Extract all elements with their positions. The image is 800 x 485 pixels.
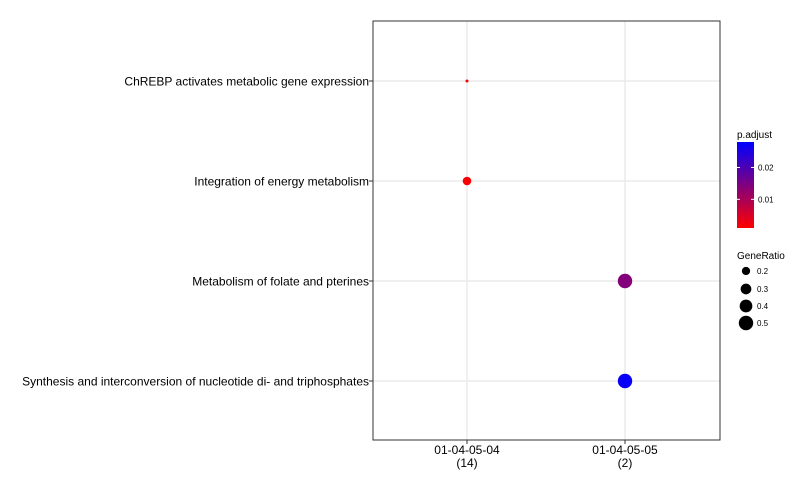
x-axis: 01-04-05-04(14) 01-04-05-05(2) xyxy=(434,440,658,470)
size-legend-key xyxy=(740,283,752,295)
y-tick-label: Synthesis and interconversion of nucleot… xyxy=(22,375,369,389)
size-legend-title: GeneRatio xyxy=(737,251,785,262)
size-legend-label: 0.3 xyxy=(757,285,769,294)
color-legend-bar xyxy=(737,142,754,228)
panel-border xyxy=(372,20,721,441)
y-axis: ChREBP activates metabolic gene expressi… xyxy=(22,75,373,389)
size-legend-label: 0.2 xyxy=(757,267,769,276)
size-legend-key xyxy=(741,266,751,276)
y-tick-label: Integration of energy metabolism xyxy=(194,175,369,189)
x-tick-count: (2) xyxy=(618,456,633,470)
color-legend-label: 0.01 xyxy=(758,195,774,204)
size-legend: GeneRatio 0.2 0.3 0.4 0.5 xyxy=(737,251,785,331)
data-points xyxy=(462,79,633,389)
gridlines xyxy=(373,21,720,440)
x-tick-count: (14) xyxy=(456,456,477,470)
color-legend: p.adjust 0.01 0.02 xyxy=(737,130,774,228)
size-legend-key xyxy=(739,299,753,313)
x-tick-label: 01-04-05-05 xyxy=(592,443,658,457)
data-point xyxy=(617,373,633,389)
color-legend-label: 0.02 xyxy=(758,163,774,172)
size-legend-label: 0.5 xyxy=(757,319,769,328)
x-tick-label: 01-04-05-04 xyxy=(434,443,500,457)
data-point xyxy=(617,273,633,289)
size-legend-key xyxy=(738,315,754,331)
color-legend-title: p.adjust xyxy=(737,130,772,141)
y-tick-label: ChREBP activates metabolic gene expressi… xyxy=(124,75,369,89)
y-tick-label: Metabolism of folate and pterines xyxy=(192,275,369,289)
size-legend-label: 0.4 xyxy=(757,302,769,311)
data-point xyxy=(465,79,469,83)
data-point xyxy=(462,176,472,186)
